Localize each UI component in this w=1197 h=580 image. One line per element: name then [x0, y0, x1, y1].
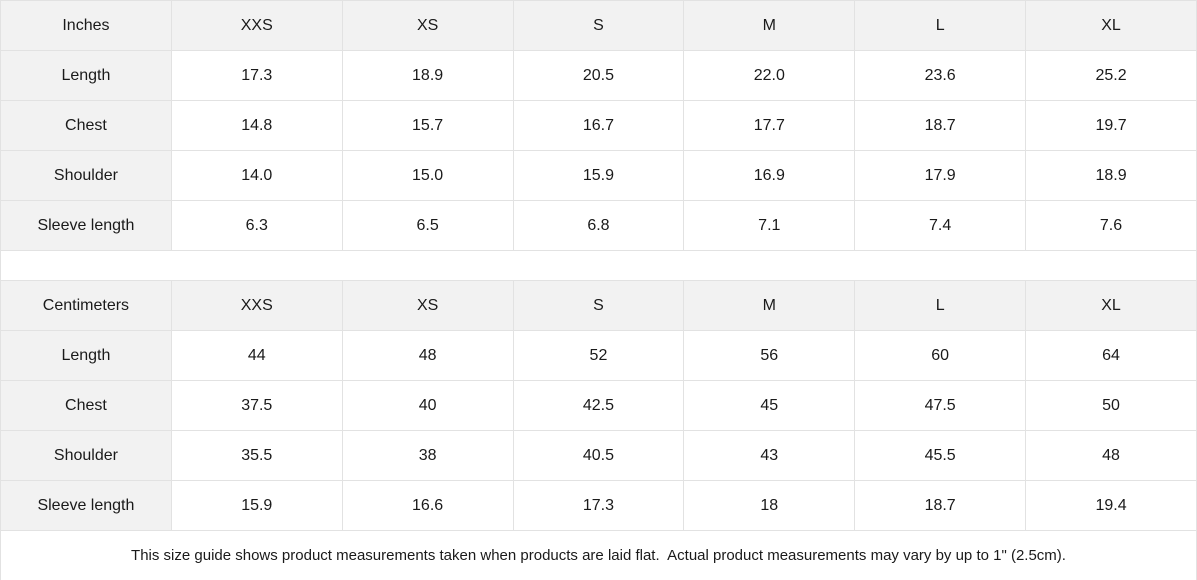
table-row: Sleeve length 6.3 6.5 6.8 7.1 7.4 7.6: [0, 200, 1197, 251]
measurement-cell: 42.5: [512, 380, 685, 431]
row-label-cell: Length: [0, 50, 172, 101]
size-header-cell: XL: [1025, 280, 1197, 331]
measurement-cell: 16.9: [683, 150, 856, 201]
measurement-cell: 7.6: [1025, 200, 1197, 251]
measurement-cell: 19.4: [1025, 480, 1197, 531]
unit-header-cell: Inches: [0, 0, 172, 51]
measurement-cell: 18.9: [341, 50, 514, 101]
measurement-cell: 40: [341, 380, 514, 431]
row-label-cell: Shoulder: [0, 430, 172, 481]
measurement-cell: 17.7: [683, 100, 856, 151]
size-header-cell: S: [512, 0, 685, 51]
size-tables-container: Inches XXS XS S M L XL Length 17.3 18.9 20.5 22.0 23…: [0, 0, 1197, 531]
measurement-cell: 18.7: [854, 480, 1027, 531]
measurement-cell: 56: [683, 330, 856, 381]
measurement-cell: 37.5: [170, 380, 343, 431]
table-row: Sleeve length 15.9 16.6 17.3 18 18.7 19.4: [0, 480, 1197, 531]
measurement-cell: 35.5: [170, 430, 343, 481]
size-header-cell: XXS: [170, 0, 343, 51]
measurement-cell: 7.1: [683, 200, 856, 251]
measurement-cell: 17.3: [512, 480, 685, 531]
measurement-cell: 23.6: [854, 50, 1027, 101]
size-header-cell: XS: [341, 0, 514, 51]
size-header-cell: L: [854, 280, 1027, 331]
measurement-cell: 14.8: [170, 100, 343, 151]
footer-note: This size guide shows product measuremen…: [0, 531, 1197, 580]
measurement-cell: 18: [683, 480, 856, 531]
measurement-cell: 6.5: [341, 200, 514, 251]
measurement-cell: 18.7: [854, 100, 1027, 151]
size-header-cell: M: [683, 0, 856, 51]
row-label-cell: Chest: [0, 100, 172, 151]
measurement-cell: 43: [683, 430, 856, 481]
row-label-cell: Chest: [0, 380, 172, 431]
measurement-cell: 18.9: [1025, 150, 1197, 201]
size-table-centimeters: Centimeters XXS XS S M L XL Length 44 48 52 56 60 64 C…: [0, 280, 1197, 531]
row-label-cell: Shoulder: [0, 150, 172, 201]
measurement-cell: 17.3: [170, 50, 343, 101]
measurement-cell: 60: [854, 330, 1027, 381]
measurement-cell: 50: [1025, 380, 1197, 431]
measurement-cell: 48: [341, 330, 514, 381]
measurement-cell: 16.6: [341, 480, 514, 531]
measurement-cell: 14.0: [170, 150, 343, 201]
size-header-cell: L: [854, 0, 1027, 51]
measurement-cell: 15.7: [341, 100, 514, 151]
measurement-cell: 38: [341, 430, 514, 481]
measurement-cell: 15.0: [341, 150, 514, 201]
table-row: Shoulder 14.0 15.0 15.9 16.9 17.9 18.9: [0, 150, 1197, 201]
size-header-cell: S: [512, 280, 685, 331]
header-row: Inches XXS XS S M L XL: [0, 0, 1197, 51]
unit-header-cell: Centimeters: [0, 280, 172, 331]
measurement-cell: 19.7: [1025, 100, 1197, 151]
measurement-cell: 25.2: [1025, 50, 1197, 101]
row-label-cell: Sleeve length: [0, 200, 172, 251]
measurement-cell: 22.0: [683, 50, 856, 101]
measurement-cell: 40.5: [512, 430, 685, 481]
measurement-cell: 16.7: [512, 100, 685, 151]
measurement-cell: 45: [683, 380, 856, 431]
row-label-cell: Sleeve length: [0, 480, 172, 531]
measurement-cell: 7.4: [854, 200, 1027, 251]
measurement-cell: 45.5: [854, 430, 1027, 481]
measurement-cell: 20.5: [512, 50, 685, 101]
measurement-cell: 17.9: [854, 150, 1027, 201]
measurement-cell: 52: [512, 330, 685, 381]
measurement-cell: 15.9: [512, 150, 685, 201]
table-row: Chest 37.5 40 42.5 45 47.5 50: [0, 380, 1197, 431]
table-row: Length 17.3 18.9 20.5 22.0 23.6 25.2: [0, 50, 1197, 101]
size-header-cell: M: [683, 280, 856, 331]
measurement-cell: 6.3: [170, 200, 343, 251]
measurement-cell: 47.5: [854, 380, 1027, 431]
header-row: Centimeters XXS XS S M L XL: [0, 280, 1197, 331]
measurement-cell: 15.9: [170, 480, 343, 531]
size-header-cell: XL: [1025, 0, 1197, 51]
size-header-cell: XS: [341, 280, 514, 331]
measurement-cell: 6.8: [512, 200, 685, 251]
size-header-cell: XXS: [170, 280, 343, 331]
table-row: Shoulder 35.5 38 40.5 43 45.5 48: [0, 430, 1197, 481]
table-row: Length 44 48 52 56 60 64: [0, 330, 1197, 381]
measurement-cell: 48: [1025, 430, 1197, 481]
size-table-inches: Inches XXS XS S M L XL Length 17.3 18.9 20.5 22.0 23…: [0, 0, 1197, 251]
row-label-cell: Length: [0, 330, 172, 381]
measurement-cell: 44: [170, 330, 343, 381]
table-spacer: [0, 251, 1197, 280]
table-row: Chest 14.8 15.7 16.7 17.7 18.7 19.7: [0, 100, 1197, 151]
measurement-cell: 64: [1025, 330, 1197, 381]
